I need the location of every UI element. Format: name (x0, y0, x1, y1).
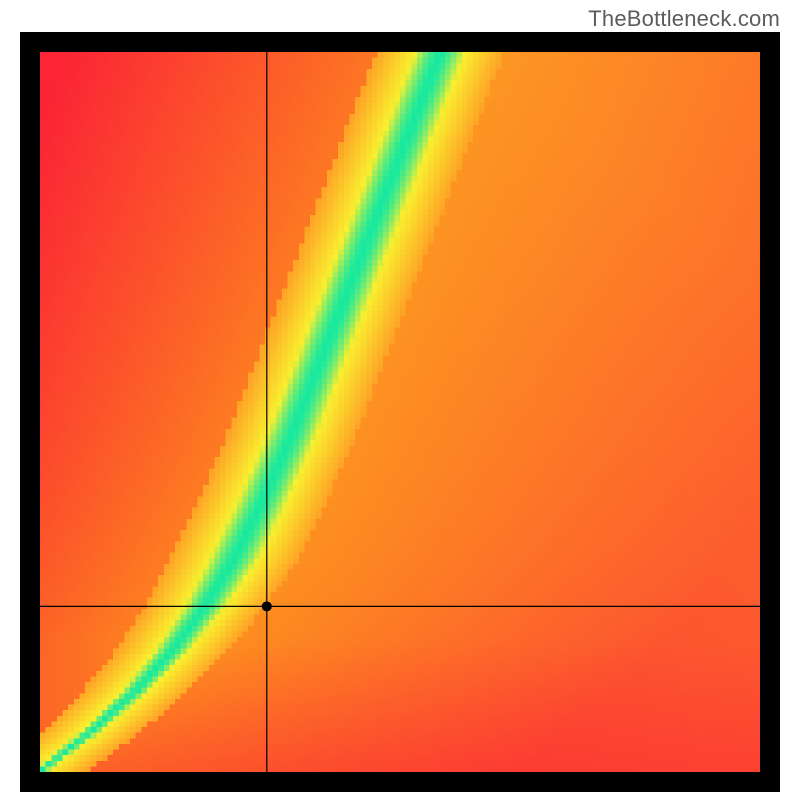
overlay-canvas (0, 0, 800, 800)
watermark-label: TheBottleneck.com (588, 6, 780, 32)
